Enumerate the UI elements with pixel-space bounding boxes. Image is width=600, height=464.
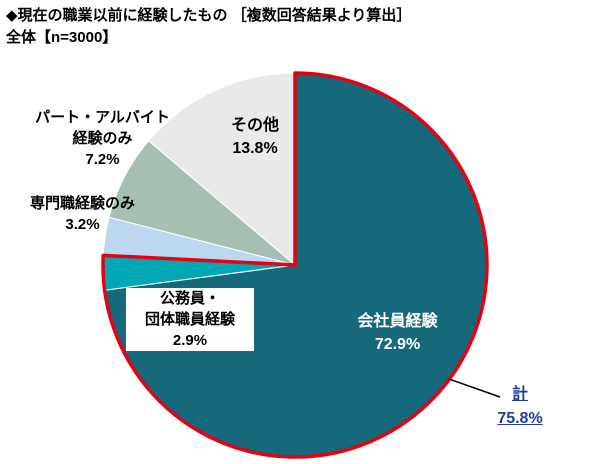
total-value: 75.8%	[497, 410, 543, 427]
slice-label-text: 経験のみ	[72, 130, 133, 147]
slice-label-value: 2.9%	[172, 332, 208, 349]
slice-label-text: 団体職員経験	[144, 311, 235, 328]
label-part-arbeit: パート・アルバイト 経験のみ 7.2%	[10, 107, 195, 170]
slice-label-value: 7.2%	[85, 151, 120, 168]
total-label: 計	[511, 386, 528, 403]
highlight-group-outline	[101, 71, 489, 459]
slice-label-value: 13.8%	[232, 140, 278, 157]
slice-label-text: 会社員経験	[357, 313, 438, 330]
pie-slice-4	[147, 72, 296, 267]
label-koumuin: 公務員・ 団体職員経験 2.9%	[126, 288, 254, 351]
label-kaishain: 会社員経験 72.9%	[325, 310, 470, 356]
slice-label-text: その他	[230, 117, 279, 134]
slice-label-value: 72.9%	[374, 336, 421, 353]
label-sonota: その他 13.8%	[190, 114, 320, 160]
slice-label-text: パート・アルバイト	[35, 109, 170, 126]
chart-title: ◆現在の職業以前に経験したもの ［複数回答結果より算出］ 全体【n=3000】	[6, 5, 411, 49]
chart-title-line1: ◆現在の職業以前に経験したもの ［複数回答結果より算出］	[6, 7, 412, 24]
slice-label-text: 専門職経験のみ	[29, 195, 135, 212]
slice-label-value: 3.2%	[65, 216, 100, 233]
label-total-callout: 計 75.8%	[476, 383, 564, 431]
slice-label-text: 公務員・	[159, 290, 220, 307]
label-senmonshoku: 専門職経験のみ 3.2%	[0, 193, 165, 235]
callout-leader-line	[448, 378, 501, 398]
chart-title-line2: 全体【n=3000】	[6, 29, 118, 46]
